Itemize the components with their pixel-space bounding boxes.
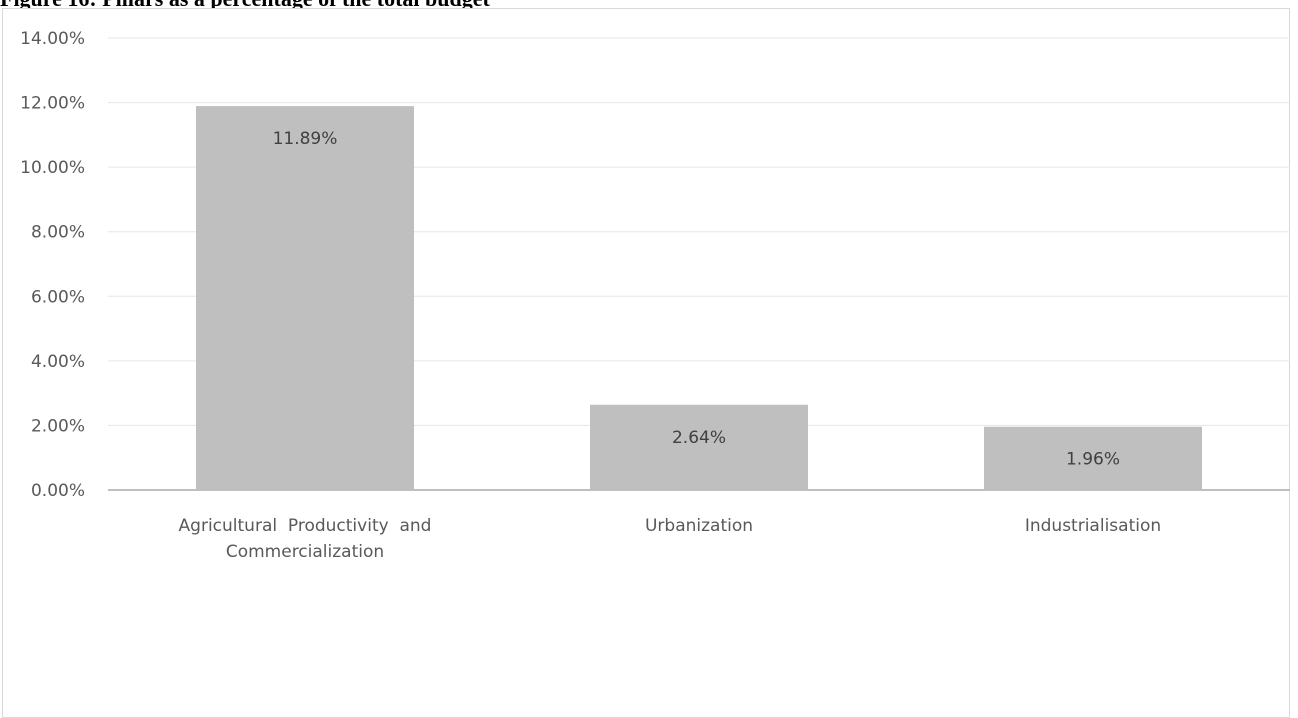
y-tick-label: 2.00% [31,416,85,436]
x-tick-label: Agricultural Productivity and Commerciali… [179,516,432,562]
x-tick-label: Industrialisation [1025,516,1161,536]
x-tick-label-line: Industrialisation [1025,516,1161,536]
y-tick-label: 6.00% [31,287,85,307]
x-tick-label-line: Commercialization [226,542,384,562]
x-tick-label: Urbanization [645,516,753,536]
y-tick-label: 0.00% [31,481,85,501]
y-tick-label: 14.00% [20,29,85,49]
bar [590,404,808,490]
figure-title: Figure 16: Pillars as a percentage of th… [0,0,490,12]
y-tick-label: 4.00% [31,352,85,372]
y-tick-label: 12.00% [20,94,85,114]
bar [196,106,414,490]
x-axis-category-labels: Agricultural Productivity and Commerciali… [179,516,1162,562]
data-label: 2.64% [672,428,726,448]
bar [984,426,1202,490]
data-labels: 11.89% 2.64% 1.96% [273,129,1120,470]
data-label: 11.89% [273,129,338,149]
x-tick-label-line: Urbanization [645,516,753,536]
y-axis-tick-labels: 0.00% 2.00% 4.00% 6.00% 8.00% 10.00% 12.00% 14.… [20,29,85,501]
y-tick-label: 8.00% [31,223,85,243]
y-tick-label: 10.00% [20,158,85,178]
x-tick-label-line: Agricultural Productivity and [179,516,432,536]
data-label: 1.96% [1066,450,1120,470]
bars [196,106,1202,490]
